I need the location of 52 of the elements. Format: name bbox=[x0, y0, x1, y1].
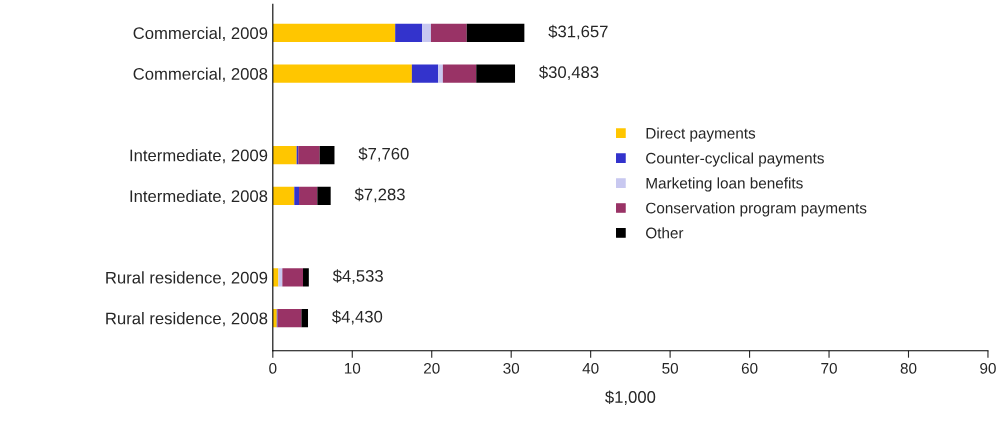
bar bbox=[272, 268, 279, 287]
bar bbox=[466, 23, 525, 43]
bar bbox=[298, 145, 320, 165]
bar bbox=[301, 308, 309, 328]
total-label: $7,760 bbox=[358, 147, 409, 162]
bar bbox=[395, 23, 423, 43]
x-tick-label: 50 bbox=[662, 362, 679, 374]
bar bbox=[272, 64, 412, 83]
x-tick-label: 0 bbox=[269, 362, 277, 374]
x-tick-label: 10 bbox=[344, 362, 361, 374]
legend-label: Marketing loan benefits bbox=[646, 177, 803, 192]
total-label: $30,483 bbox=[539, 65, 599, 81]
legend-label: Other bbox=[646, 227, 684, 239]
total-label: $31,657 bbox=[548, 24, 608, 40]
legend-label: Counter-cyclical payments bbox=[646, 152, 824, 167]
x-tick-label: 80 bbox=[900, 362, 917, 374]
bar bbox=[294, 186, 300, 206]
total-label: $4,430 bbox=[332, 310, 383, 325]
y-tick-label: Rural residence, 2009 bbox=[106, 271, 268, 286]
bar bbox=[319, 145, 335, 165]
y-tick-label: Intermediate, 2008 bbox=[130, 189, 268, 205]
bar bbox=[411, 64, 439, 83]
total-label: $7,283 bbox=[354, 187, 405, 203]
x-tick-label: 30 bbox=[503, 362, 520, 374]
y-tick-label: Commercial, 2009 bbox=[133, 26, 268, 42]
bar bbox=[430, 23, 467, 43]
x-tick-label: 20 bbox=[424, 362, 440, 374]
x-tick-label: 40 bbox=[582, 362, 599, 374]
bar bbox=[272, 23, 396, 43]
bar bbox=[299, 186, 318, 206]
bar bbox=[277, 308, 302, 328]
legend-label: Direct payments bbox=[646, 127, 756, 142]
bar bbox=[476, 64, 516, 83]
bar bbox=[272, 145, 297, 165]
bar bbox=[303, 268, 309, 287]
x-tick-label: 70 bbox=[821, 362, 837, 374]
bar bbox=[278, 268, 283, 287]
total-label: $4,533 bbox=[332, 269, 383, 284]
bar bbox=[272, 186, 295, 206]
y-tick-label: Intermediate, 2009 bbox=[130, 149, 268, 164]
bar bbox=[317, 186, 331, 206]
x-tick-label: 60 bbox=[741, 362, 758, 374]
bar bbox=[422, 23, 431, 43]
bar bbox=[442, 64, 477, 83]
bar bbox=[438, 64, 443, 83]
y-tick-label: Commercial, 2008 bbox=[133, 67, 268, 82]
bar bbox=[282, 268, 304, 287]
x-tick-label: 90 bbox=[980, 362, 996, 374]
x-axis-title: $1,000 bbox=[605, 390, 656, 405]
y-tick-label: Rural residence, 2008 bbox=[106, 312, 268, 327]
legend-label: Conservation program payments bbox=[646, 202, 867, 217]
bar bbox=[272, 308, 277, 328]
